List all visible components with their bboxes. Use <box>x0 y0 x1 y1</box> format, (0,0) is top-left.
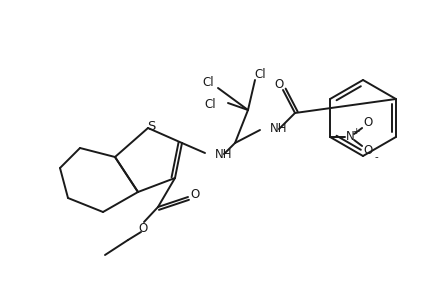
Text: -: - <box>374 152 378 162</box>
Text: Cl: Cl <box>254 68 266 80</box>
Text: Cl: Cl <box>202 76 214 89</box>
Text: O: O <box>274 78 284 91</box>
Text: O: O <box>139 221 148 235</box>
Text: NH: NH <box>215 148 232 160</box>
Text: O: O <box>363 144 373 158</box>
Text: NH: NH <box>270 123 287 135</box>
Text: S: S <box>147 121 155 133</box>
Text: +: + <box>352 127 360 135</box>
Text: Cl: Cl <box>204 99 216 111</box>
Text: O: O <box>190 188 200 201</box>
Text: O: O <box>363 117 373 129</box>
Text: N: N <box>346 131 354 144</box>
